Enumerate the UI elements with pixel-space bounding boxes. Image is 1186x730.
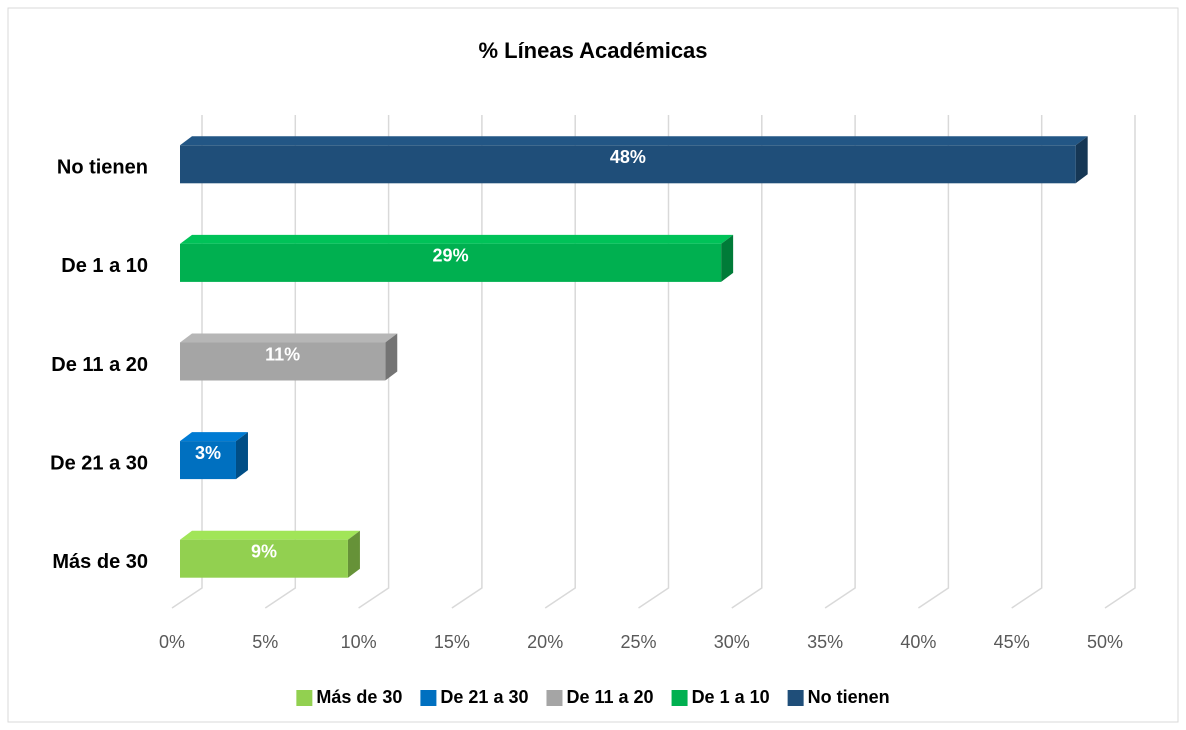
legend-swatch (546, 690, 563, 706)
bar-top (180, 333, 398, 343)
y-tick-label: De 21 a 30 (50, 452, 148, 474)
bar-side (385, 333, 398, 381)
bar (180, 342, 386, 381)
bar (180, 441, 236, 480)
legend-label: De 1 a 10 (692, 687, 770, 707)
y-tick-label: De 11 a 20 (51, 354, 148, 376)
x-tick-label: 15% (434, 632, 470, 652)
data-label: 3% (195, 443, 221, 463)
grid-line (1011, 115, 1043, 609)
x-tick-label: 35% (807, 632, 843, 652)
legend-swatch (671, 690, 688, 706)
chart-title: % Líneas Académicas (478, 38, 707, 63)
x-tick-label: 10% (341, 632, 377, 652)
legend-swatch (296, 690, 313, 706)
y-tick-label: Más de 30 (52, 551, 148, 573)
bar (180, 243, 722, 282)
grid-line (731, 115, 763, 609)
legend-swatch (787, 690, 804, 706)
data-label: 9% (251, 541, 277, 561)
x-tick-label: 5% (252, 632, 278, 652)
data-label: 29% (433, 246, 469, 266)
legend-label: De 21 a 30 (440, 687, 528, 707)
x-tick-label: 30% (714, 632, 750, 652)
grid-line (917, 115, 950, 609)
bar-side (347, 530, 360, 578)
legend-label: No tienen (808, 687, 890, 707)
bar-top (180, 136, 1088, 146)
x-tick-label: 50% (1087, 632, 1123, 652)
x-tick-label: 25% (620, 632, 656, 652)
bar-top (180, 530, 360, 540)
bar-side (721, 234, 734, 282)
bar-top (180, 234, 734, 244)
grid-line (1104, 115, 1136, 609)
legend-swatch (420, 690, 437, 706)
x-tick-label: 20% (527, 632, 563, 652)
bar-side (235, 432, 248, 480)
data-label: 48% (610, 147, 646, 167)
grid-line (824, 115, 856, 609)
y-tick-label: De 1 a 10 (61, 255, 148, 277)
y-tick-label: No tienen (57, 157, 148, 179)
bar-side (1075, 136, 1088, 184)
bar (180, 145, 1076, 184)
bar (180, 539, 348, 578)
legend-label: De 11 a 20 (566, 687, 653, 707)
bar-top (180, 432, 248, 442)
data-label: 11% (265, 344, 300, 364)
x-tick-label: 40% (900, 632, 936, 652)
x-tick-label: 45% (994, 632, 1030, 652)
x-tick-label: 0% (159, 632, 185, 652)
legend-label: Más de 30 (316, 687, 402, 707)
